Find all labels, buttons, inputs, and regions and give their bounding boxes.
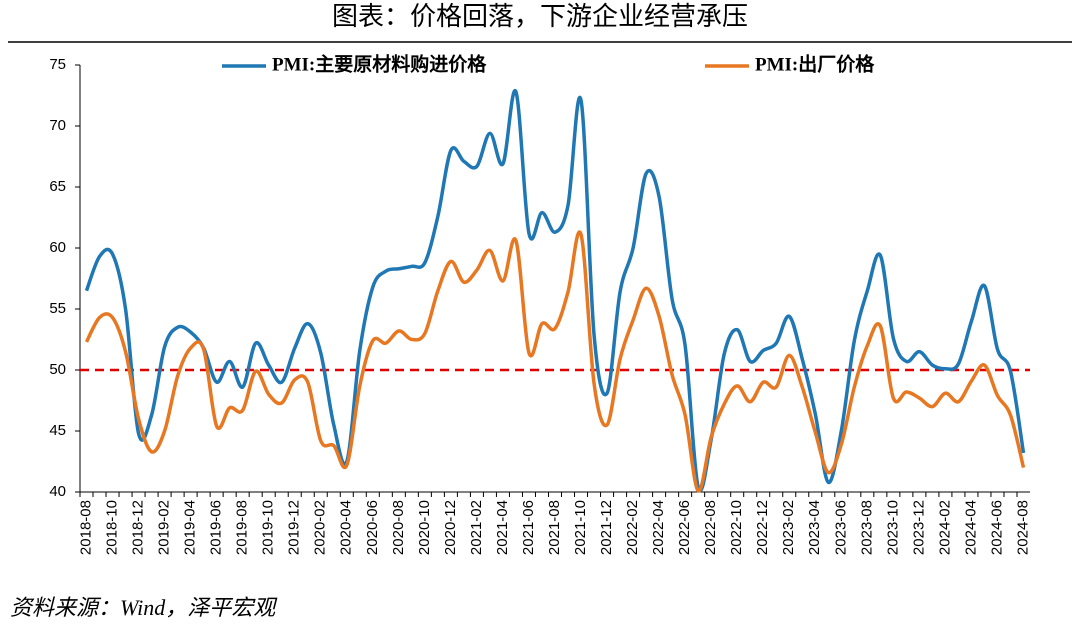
x-tick-label: 2022-04 [650, 500, 667, 555]
x-tick-label: 2020-10 [416, 500, 433, 555]
x-tick-label: 2022-02 [624, 500, 641, 555]
x-tick-label: 2024-04 [962, 500, 979, 555]
x-tick-label: 2024-08 [1014, 500, 1031, 555]
x-tick-label: 2024-06 [988, 500, 1005, 555]
x-tick-label: 2020-12 [442, 500, 459, 555]
x-tick-label: 2018-10 [104, 500, 121, 555]
y-tick-label: 55 [49, 300, 66, 317]
x-tick-label: 2023-10 [884, 500, 901, 555]
y-tick-label: 40 [49, 483, 66, 500]
x-tick-label: 2019-04 [182, 500, 199, 555]
x-tick-label: 2019-10 [260, 500, 277, 555]
x-tick-label: 2020-02 [312, 500, 329, 555]
x-tick-label: 2023-06 [832, 500, 849, 555]
x-tick-label: 2019-08 [234, 500, 251, 555]
x-tick-label: 2020-04 [338, 500, 355, 555]
x-tick-label: 2021-12 [598, 500, 615, 555]
x-tick-label: 2019-06 [208, 500, 225, 555]
y-tick-label: 65 [49, 178, 66, 195]
x-tick-label: 2019-12 [286, 500, 303, 555]
x-tick-label: 2023-12 [910, 500, 927, 555]
x-tick-label: 2023-02 [780, 500, 797, 555]
x-tick-label: 2021-08 [546, 500, 563, 555]
x-tick-label: 2022-06 [676, 500, 693, 555]
x-tick-label: 2024-02 [936, 500, 953, 555]
legend-label: PMI:主要原材料购进价格 [272, 52, 487, 75]
x-tick-label: 2023-04 [806, 500, 823, 555]
x-tick-label: 2022-12 [754, 500, 771, 555]
y-tick-label: 75 [49, 56, 66, 73]
x-tick-label: 2018-08 [77, 500, 94, 555]
x-tick-label: 2022-08 [702, 500, 719, 555]
source: 资料来源：Wind，泽平宏观 [10, 595, 278, 620]
x-tick-label: 2021-02 [468, 500, 485, 555]
x-tick-label: 2019-02 [156, 500, 173, 555]
x-tick-label: 2023-08 [858, 500, 875, 555]
series-line [84, 89, 1026, 493]
x-tick-label: 2021-04 [494, 500, 511, 555]
legend-label: PMI:出厂价格 [755, 52, 875, 75]
x-tick-label: 2021-06 [520, 500, 537, 555]
x-tick-label: 2021-10 [572, 500, 589, 555]
x-tick-label: 2020-06 [364, 500, 381, 555]
x-tick-label: 2018-12 [130, 500, 147, 555]
y-tick-label: 50 [49, 361, 66, 378]
x-tick-label: 2020-08 [390, 500, 407, 555]
y-tick-label: 60 [49, 239, 66, 256]
chart-title: 图表：价格回落，下游企业经营承压 [332, 2, 748, 31]
series-line [84, 230, 1026, 493]
y-tick-label: 70 [49, 117, 66, 134]
y-tick-label: 45 [49, 422, 66, 439]
x-tick-label: 2022-10 [728, 500, 745, 555]
